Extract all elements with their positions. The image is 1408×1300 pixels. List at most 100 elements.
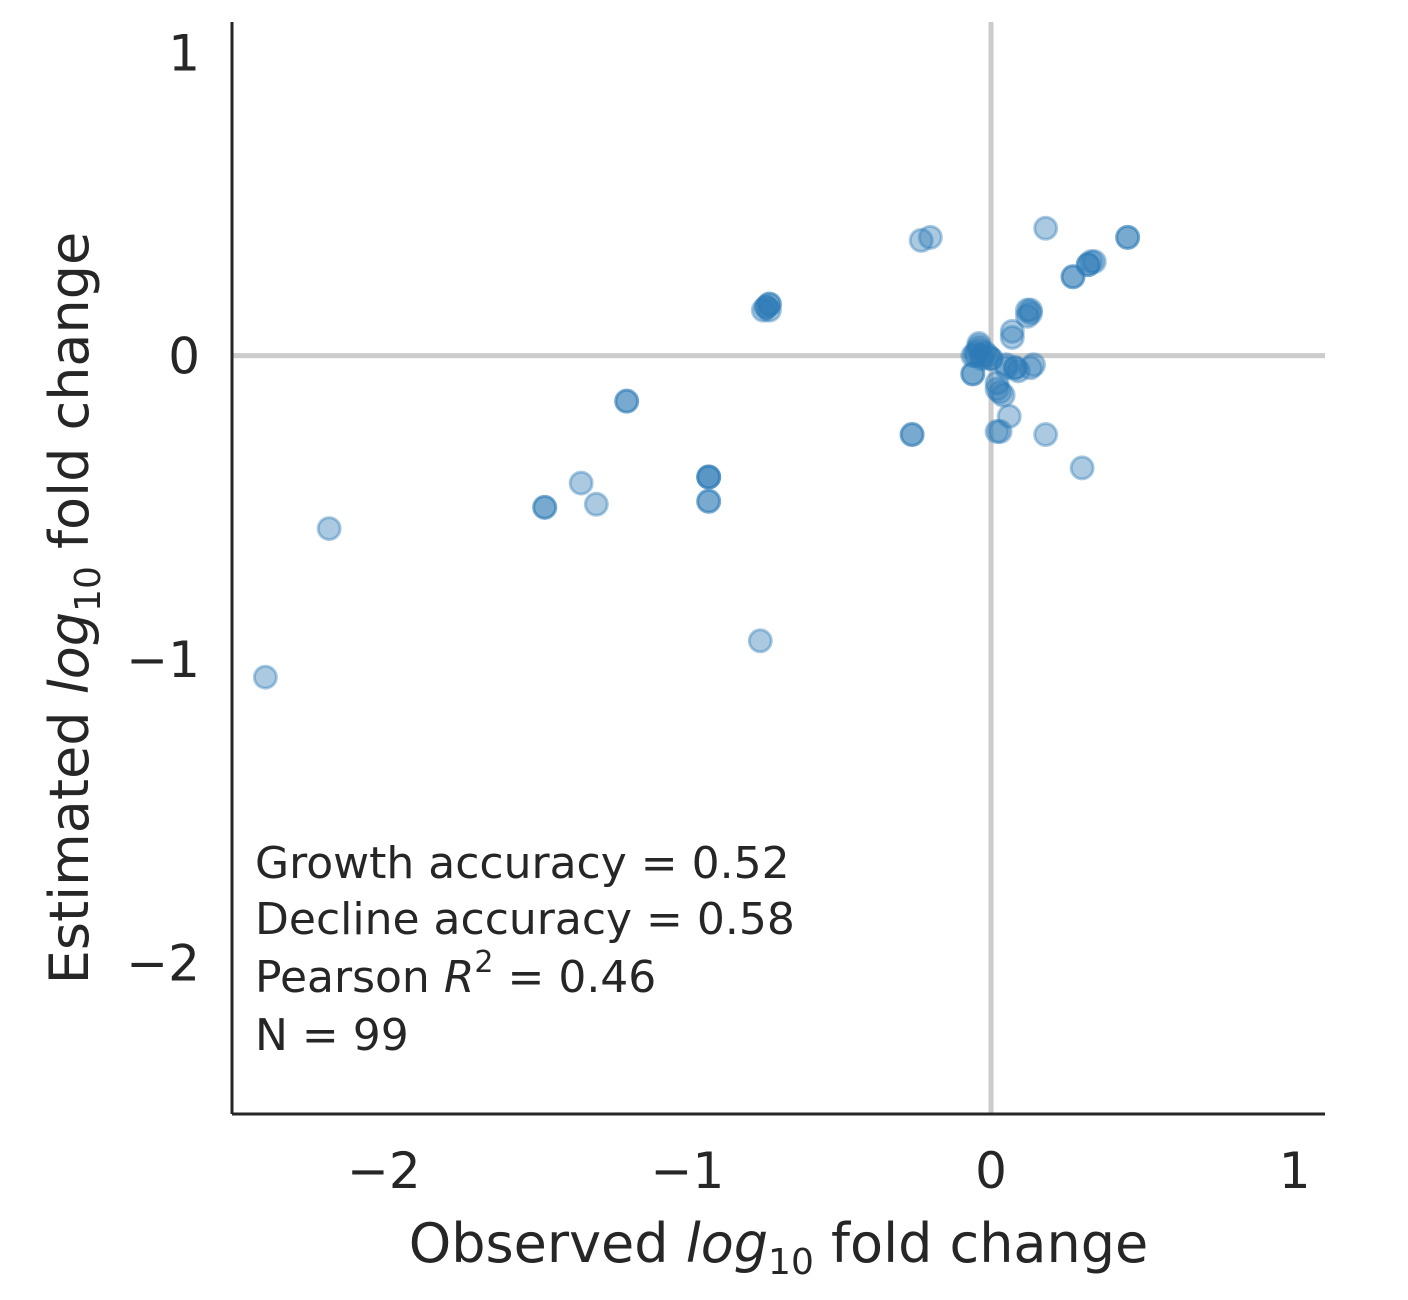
data-point bbox=[756, 291, 782, 317]
data-point bbox=[532, 494, 558, 520]
x-tick-label: −2 bbox=[347, 1142, 421, 1200]
y-tick-label: −2 bbox=[126, 934, 200, 992]
data-point bbox=[966, 334, 992, 360]
data-point bbox=[969, 343, 995, 369]
data-points bbox=[252, 215, 1141, 690]
data-point bbox=[568, 470, 594, 496]
data-point bbox=[747, 628, 773, 654]
data-point bbox=[1115, 224, 1141, 250]
data-point bbox=[1002, 355, 1028, 381]
x-tick-label: 1 bbox=[1279, 1142, 1311, 1200]
data-point bbox=[984, 370, 1010, 396]
sample-count-text: N = 99 bbox=[255, 1010, 409, 1061]
data-point bbox=[999, 318, 1025, 344]
data-point bbox=[696, 488, 722, 514]
data-point bbox=[960, 343, 986, 369]
data-point bbox=[1060, 264, 1086, 290]
data-point bbox=[1014, 297, 1040, 323]
data-point bbox=[999, 324, 1025, 350]
data-point bbox=[696, 464, 722, 490]
data-point bbox=[696, 488, 722, 514]
data-point bbox=[899, 422, 925, 448]
y-axis-label-suffix: fold change bbox=[38, 232, 101, 566]
data-point bbox=[696, 464, 722, 490]
x-axis-label-prefix: Observed bbox=[409, 1212, 686, 1275]
data-point bbox=[1075, 252, 1101, 278]
data-point bbox=[987, 419, 1013, 444]
data-point bbox=[1017, 297, 1043, 323]
data-point bbox=[993, 352, 1019, 378]
data-point bbox=[756, 291, 782, 317]
data-point bbox=[532, 494, 558, 520]
data-point bbox=[1033, 215, 1059, 241]
data-point bbox=[756, 297, 782, 323]
pearson-symbol: R bbox=[444, 952, 475, 1003]
data-point bbox=[978, 346, 1004, 372]
y-axis-label-math: log bbox=[38, 612, 101, 694]
data-point bbox=[996, 403, 1022, 429]
data-point bbox=[1017, 355, 1043, 381]
data-point bbox=[1115, 224, 1141, 250]
axes bbox=[230, 22, 1325, 1116]
x-axis-label: Observed log10 fold change bbox=[409, 1212, 1149, 1283]
data-point bbox=[1002, 355, 1028, 381]
data-point bbox=[960, 361, 986, 387]
data-point bbox=[908, 227, 934, 253]
data-point bbox=[899, 422, 925, 448]
x-ticks: −2 −1 0 1 bbox=[347, 1142, 1311, 1200]
data-point bbox=[1060, 264, 1086, 290]
data-point bbox=[1014, 303, 1040, 329]
data-point bbox=[1069, 455, 1095, 481]
data-point bbox=[963, 343, 989, 369]
pearson-prefix: Pearson bbox=[255, 952, 444, 1003]
decline-accuracy-text: Decline accuracy = 0.58 bbox=[255, 894, 795, 945]
y-axis-label-prefix: Estimated bbox=[38, 694, 101, 984]
data-point bbox=[1075, 252, 1101, 278]
data-point bbox=[966, 331, 992, 357]
data-point bbox=[987, 379, 1013, 405]
data-point bbox=[316, 516, 342, 542]
data-point bbox=[753, 294, 779, 320]
data-point bbox=[969, 346, 995, 372]
x-axis-label-math: log bbox=[686, 1212, 768, 1275]
data-point bbox=[993, 355, 1019, 381]
y-tick-label: 0 bbox=[168, 328, 200, 386]
data-point bbox=[960, 361, 986, 387]
y-tick-label: −1 bbox=[126, 631, 200, 689]
data-point bbox=[978, 346, 1004, 372]
y-tick-label: 1 bbox=[168, 24, 200, 82]
data-point bbox=[750, 297, 776, 323]
growth-accuracy-text: Growth accuracy = 0.52 bbox=[255, 838, 790, 889]
pearson-r2-text: Pearson R2 = 0.46 bbox=[255, 945, 656, 1003]
data-point bbox=[1005, 358, 1031, 384]
data-point bbox=[614, 388, 640, 414]
x-tick-label: 0 bbox=[975, 1142, 1007, 1200]
data-point bbox=[696, 464, 722, 490]
data-point bbox=[1021, 352, 1047, 378]
annotation-box: Growth accuracy = 0.52 Decline accuracy … bbox=[255, 838, 795, 1061]
data-point bbox=[990, 382, 1016, 408]
x-axis-label-suffix: fold change bbox=[814, 1212, 1148, 1275]
data-point bbox=[753, 294, 779, 320]
data-point bbox=[963, 340, 989, 366]
reference-lines bbox=[232, 22, 1325, 1114]
x-tick-label: −1 bbox=[651, 1142, 725, 1200]
data-point bbox=[1033, 422, 1059, 448]
data-point bbox=[252, 664, 278, 690]
y-axis-label: Estimated log10 fold change bbox=[38, 232, 109, 985]
data-point bbox=[917, 224, 943, 250]
data-point bbox=[975, 343, 1001, 369]
data-point bbox=[972, 340, 998, 366]
data-point bbox=[1017, 300, 1043, 326]
data-point bbox=[1081, 249, 1107, 275]
data-point bbox=[966, 337, 992, 363]
x-axis-label-subscript: 10 bbox=[768, 1242, 814, 1283]
data-point bbox=[984, 376, 1010, 402]
data-point bbox=[1078, 249, 1104, 275]
data-point bbox=[614, 388, 640, 414]
pearson-suffix: = 0.46 bbox=[493, 952, 656, 1003]
y-ticks: −2 −1 0 1 bbox=[126, 24, 200, 992]
data-point bbox=[583, 491, 609, 517]
y-axis-label-subscript: 10 bbox=[68, 566, 109, 612]
